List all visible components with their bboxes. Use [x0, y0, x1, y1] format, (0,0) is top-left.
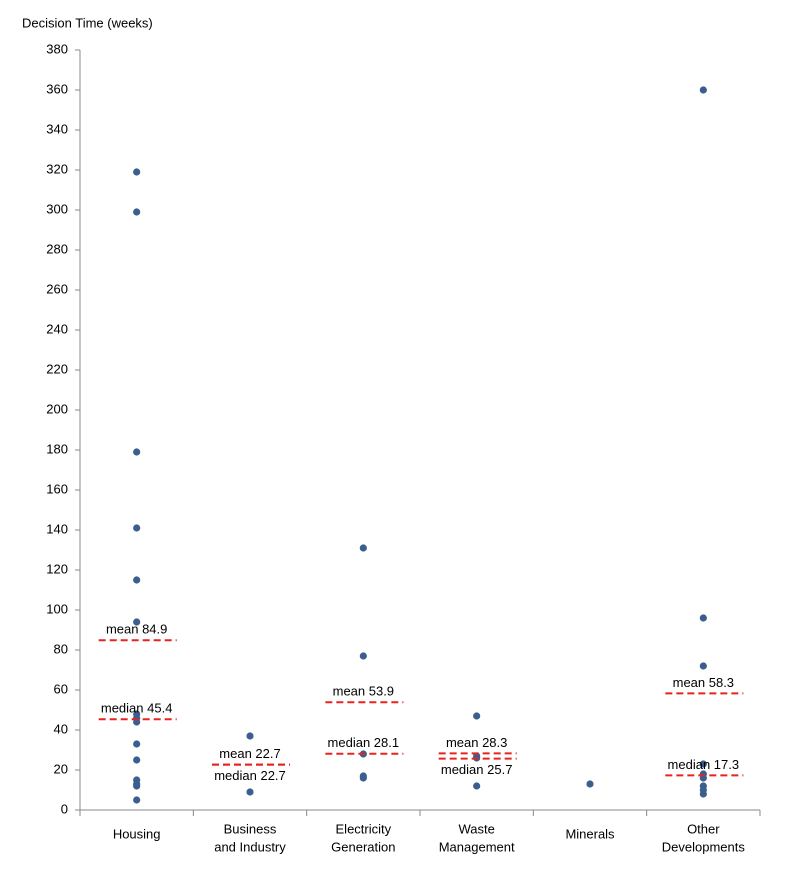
point — [473, 782, 481, 790]
point — [246, 788, 254, 796]
y-tick-label: 140 — [46, 521, 68, 536]
y-tick-label: 360 — [46, 81, 68, 96]
y-tick-label: 20 — [54, 761, 68, 776]
y-tick-label: 200 — [46, 401, 68, 416]
point — [133, 208, 141, 216]
x-tick-label: Generation — [331, 839, 395, 854]
y-tick-label: 120 — [46, 561, 68, 576]
point — [133, 524, 141, 532]
median-label: median 22.7 — [214, 768, 286, 783]
point — [133, 782, 141, 790]
x-tick-label: and Industry — [214, 839, 286, 854]
x-tick-label: Business — [224, 821, 277, 836]
point — [133, 168, 141, 176]
x-tick-label: Other — [687, 821, 720, 836]
y-tick-label: 320 — [46, 161, 68, 176]
x-tick-label: Electricity — [336, 821, 392, 836]
median-label: median 45.4 — [101, 701, 173, 716]
point — [133, 796, 141, 804]
y-tick-label: 40 — [54, 721, 68, 736]
point — [133, 576, 141, 584]
point — [246, 732, 254, 740]
mean-label: mean 58.3 — [673, 675, 734, 690]
y-tick-label: 180 — [46, 441, 68, 456]
y-tick-label: 300 — [46, 201, 68, 216]
point — [699, 662, 707, 670]
y-tick-label: 220 — [46, 361, 68, 376]
point — [133, 756, 141, 764]
median-label: median 17.3 — [668, 757, 740, 772]
y-tick-label: 280 — [46, 241, 68, 256]
point — [699, 790, 707, 798]
x-tick-label: Housing — [113, 826, 161, 841]
point — [133, 618, 141, 626]
mean-label: mean 22.7 — [219, 746, 280, 761]
y-tick-label: 60 — [54, 681, 68, 696]
y-tick-label: 340 — [46, 121, 68, 136]
y-tick-label: 0 — [61, 801, 68, 816]
point — [699, 86, 707, 94]
y-tick-label: 380 — [46, 41, 68, 56]
mean-label: mean 28.3 — [446, 735, 507, 750]
point — [359, 652, 367, 660]
point — [133, 448, 141, 456]
y-tick-label: 100 — [46, 601, 68, 616]
y-tick-label: 80 — [54, 641, 68, 656]
y-tick-label: 260 — [46, 281, 68, 296]
point — [699, 614, 707, 622]
point — [359, 774, 367, 782]
x-tick-label: Management — [439, 839, 515, 854]
point — [586, 780, 594, 788]
median-label: median 25.7 — [441, 762, 513, 777]
point — [473, 712, 481, 720]
mean-label: mean 53.9 — [333, 684, 394, 699]
x-tick-label: Waste — [458, 821, 494, 836]
point — [133, 740, 141, 748]
mean-label: mean 84.9 — [106, 622, 167, 637]
median-label: median 28.1 — [328, 735, 400, 750]
y-axis-title: Decision Time (weeks) — [22, 15, 153, 30]
x-tick-label: Developments — [662, 839, 746, 854]
y-tick-label: 160 — [46, 481, 68, 496]
point — [359, 544, 367, 552]
y-tick-label: 240 — [46, 321, 68, 336]
x-tick-label: Minerals — [565, 826, 615, 841]
point — [699, 760, 707, 768]
